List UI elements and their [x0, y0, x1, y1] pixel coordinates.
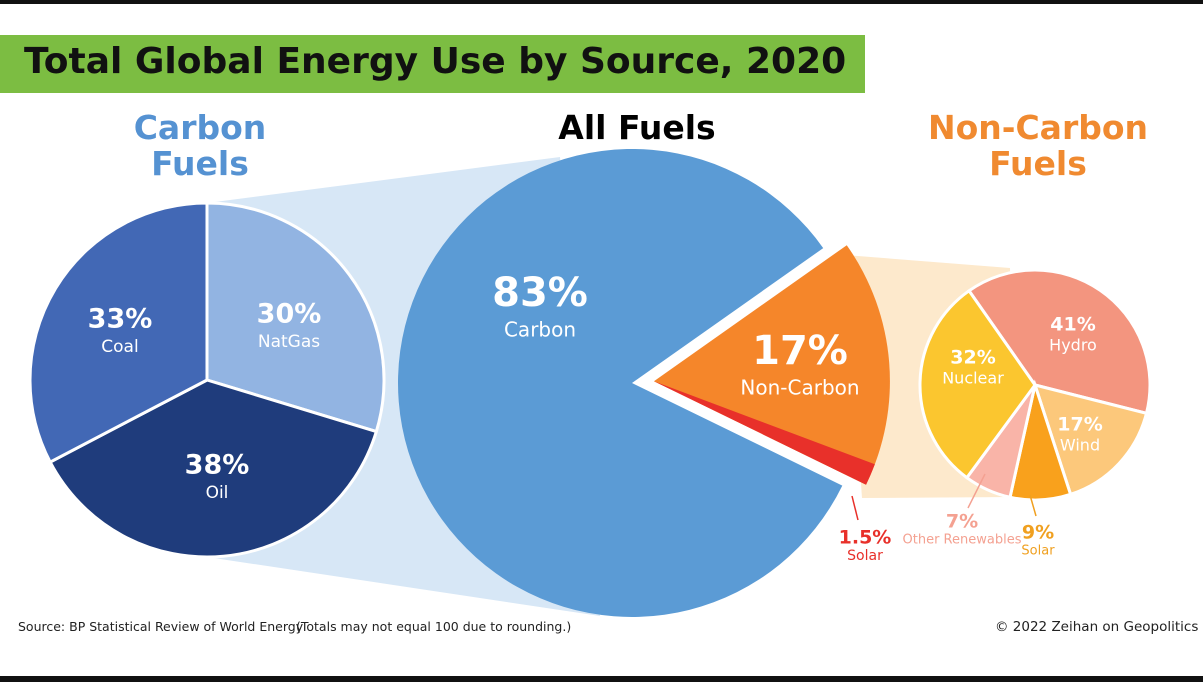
pie-slice — [28, 201, 209, 465]
copyright: © 2022 Zeihan on Geopolitics — [995, 619, 1199, 635]
bottom-bar — [0, 676, 1203, 682]
value-label: 9% — [1022, 522, 1054, 544]
value-label: 17% — [1057, 414, 1102, 436]
value-label: 7% — [946, 511, 978, 533]
slice-label: Nuclear — [942, 369, 1004, 388]
slice-label: Wind — [1060, 436, 1100, 455]
value-label: 17% — [752, 328, 848, 374]
pie-slice-highlight — [653, 381, 875, 485]
pie-slice — [205, 201, 386, 434]
pie-slice — [48, 378, 379, 559]
leader-line — [1029, 494, 1037, 517]
value-label: 1.5% — [839, 527, 892, 549]
slice-label: Hydro — [1049, 336, 1097, 355]
pie-title: Non-Carbon Fuels — [927, 108, 1149, 183]
slice-label: Oil — [206, 483, 229, 503]
slice-label: Solar — [1021, 544, 1055, 559]
pie-slice — [918, 288, 1037, 480]
slice-label: Other Renewables — [903, 533, 1022, 548]
pie-slice — [653, 245, 890, 485]
leader-line — [967, 473, 986, 509]
pie-title: Carbon Fuels — [133, 108, 267, 183]
slice-label: Carbon — [504, 318, 576, 342]
value-label: 32% — [950, 347, 995, 369]
title-banner: Total Global Energy Use by Source, 2020 — [0, 35, 865, 93]
chart-title: Total Global Energy Use by Source, 2020 — [24, 41, 847, 82]
slice-label: Non-Carbon — [740, 376, 859, 400]
value-label: 41% — [1050, 314, 1095, 336]
source: Source: BP Statistical Review of World E… — [18, 619, 304, 634]
slice-label: Coal — [101, 337, 138, 357]
pie-slice — [398, 148, 843, 617]
value-label: 38% — [185, 450, 250, 481]
top-bar — [0, 0, 1203, 4]
slice-label: NatGas — [258, 332, 320, 352]
pie-title: All Fuels — [558, 108, 716, 147]
value-label: 83% — [492, 270, 588, 316]
pie-slice — [966, 268, 1152, 416]
leader-line — [851, 495, 859, 521]
slice-label: Solar — [847, 548, 883, 564]
note: (Totals may not equal 100 due to roundin… — [296, 619, 572, 634]
value-label: 33% — [88, 304, 153, 335]
value-label: 30% — [257, 299, 322, 330]
